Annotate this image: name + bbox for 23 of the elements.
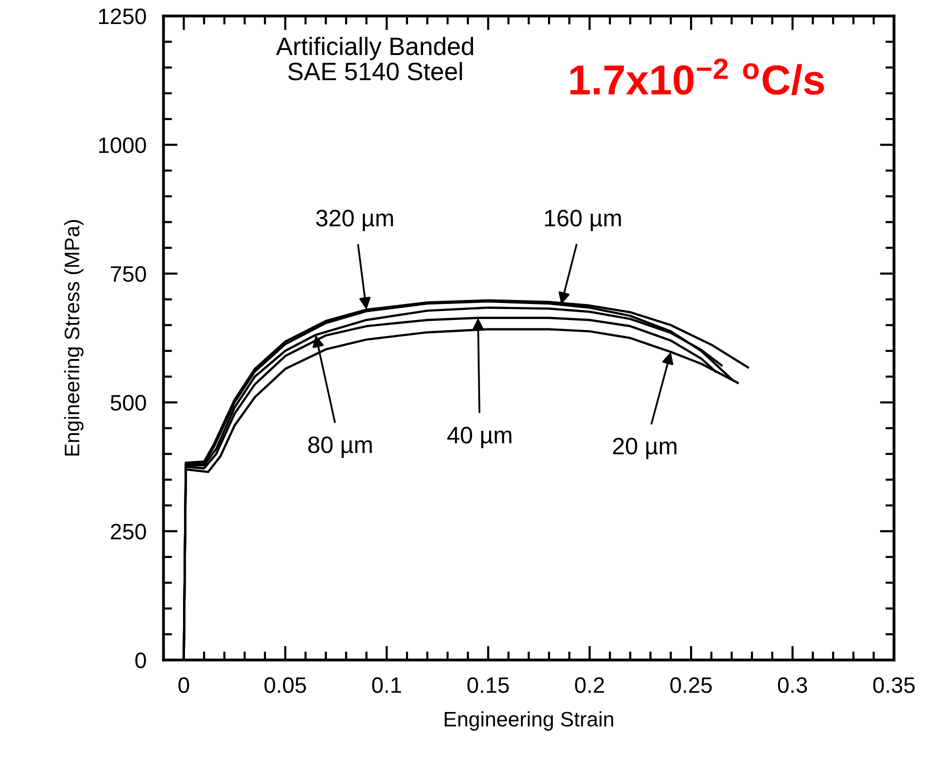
- y-tick-label: 1250: [99, 8, 146, 24]
- x-tick-label: 0: [178, 677, 190, 693]
- x-tick-label: 0.2: [575, 677, 604, 693]
- x-tick-label: 0.35: [873, 677, 915, 693]
- y-tick-label: 500: [110, 394, 146, 411]
- annotation: Artificially Banded SAE 5140 Steel: [276, 36, 474, 80]
- x-tick-label: 0.3: [778, 677, 808, 693]
- y-tick-label: 250: [110, 524, 146, 540]
- annotation: 40 µm: [447, 426, 512, 448]
- annotation: 320 µm: [316, 210, 393, 232]
- annotation: 160 µm: [544, 210, 621, 232]
- y-tick-label: 0: [135, 652, 146, 668]
- y-axis-title: Engineering Stress (MPa): [64, 220, 84, 456]
- annotation: 20 µm: [613, 438, 676, 460]
- x-tick-label: 0.25: [670, 677, 712, 693]
- y-tick-label: 750: [110, 266, 146, 282]
- annotation: 1.7x10$^{−2 o}$C/s: [570, 58, 824, 96]
- x-tick-label: 0.1: [372, 677, 402, 693]
- x-tick-label: 0.05: [264, 677, 306, 693]
- x-tick-label: 0.15: [467, 677, 509, 693]
- x-axis-title: Engineering Strain: [444, 711, 614, 731]
- y-tick-label: 1000: [99, 137, 146, 154]
- annotation: 80 µm: [308, 436, 372, 458]
